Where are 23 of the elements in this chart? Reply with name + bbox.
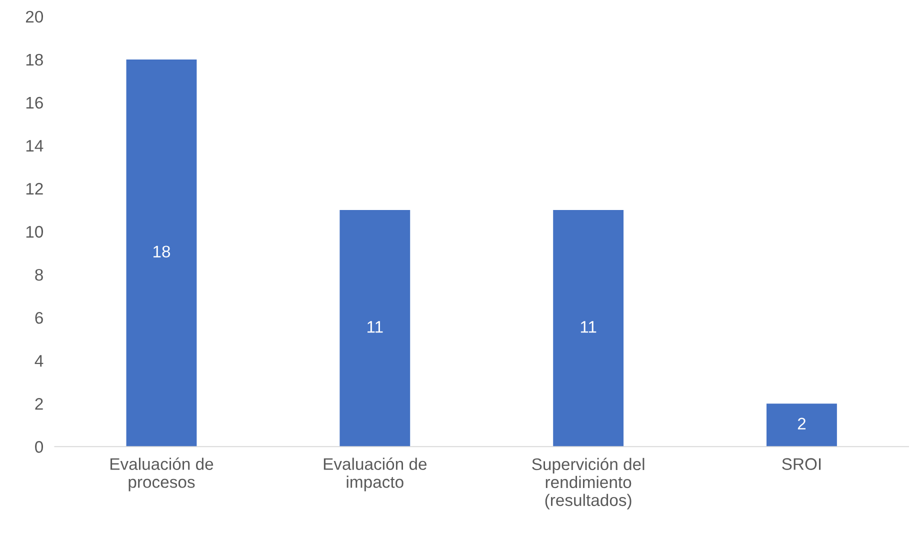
data-label: 11: [580, 321, 596, 333]
y-tick-label: 16: [26, 96, 43, 109]
y-tick-label: 12: [26, 182, 43, 195]
x-tick-label: SROI: [782, 458, 821, 470]
x-tick-label: Evaluación de procesos: [110, 458, 214, 492]
data-label: 2: [798, 418, 806, 430]
data-label: 11: [368, 321, 383, 333]
bar: [126, 59, 197, 447]
y-tick-label: 10: [26, 226, 44, 238]
y-tick-label: 0: [35, 441, 44, 453]
y-tick-label: 14: [26, 140, 44, 152]
x-tick-label: Supervición del rendimiento (resultados): [532, 458, 644, 510]
x-tick-label: Evaluación de impacto: [324, 458, 427, 492]
y-tick-label: 18: [26, 54, 43, 66]
bar: [340, 210, 410, 447]
y-tick-label: 8: [35, 268, 43, 281]
y-tick-label: 6: [35, 312, 43, 324]
y-tick-label: 2: [35, 398, 43, 410]
data-label: 18: [153, 246, 170, 258]
y-tick-label: 4: [34, 355, 44, 367]
bar: [766, 404, 837, 447]
bar: [553, 210, 624, 447]
y-tick-label: 20: [26, 10, 44, 23]
